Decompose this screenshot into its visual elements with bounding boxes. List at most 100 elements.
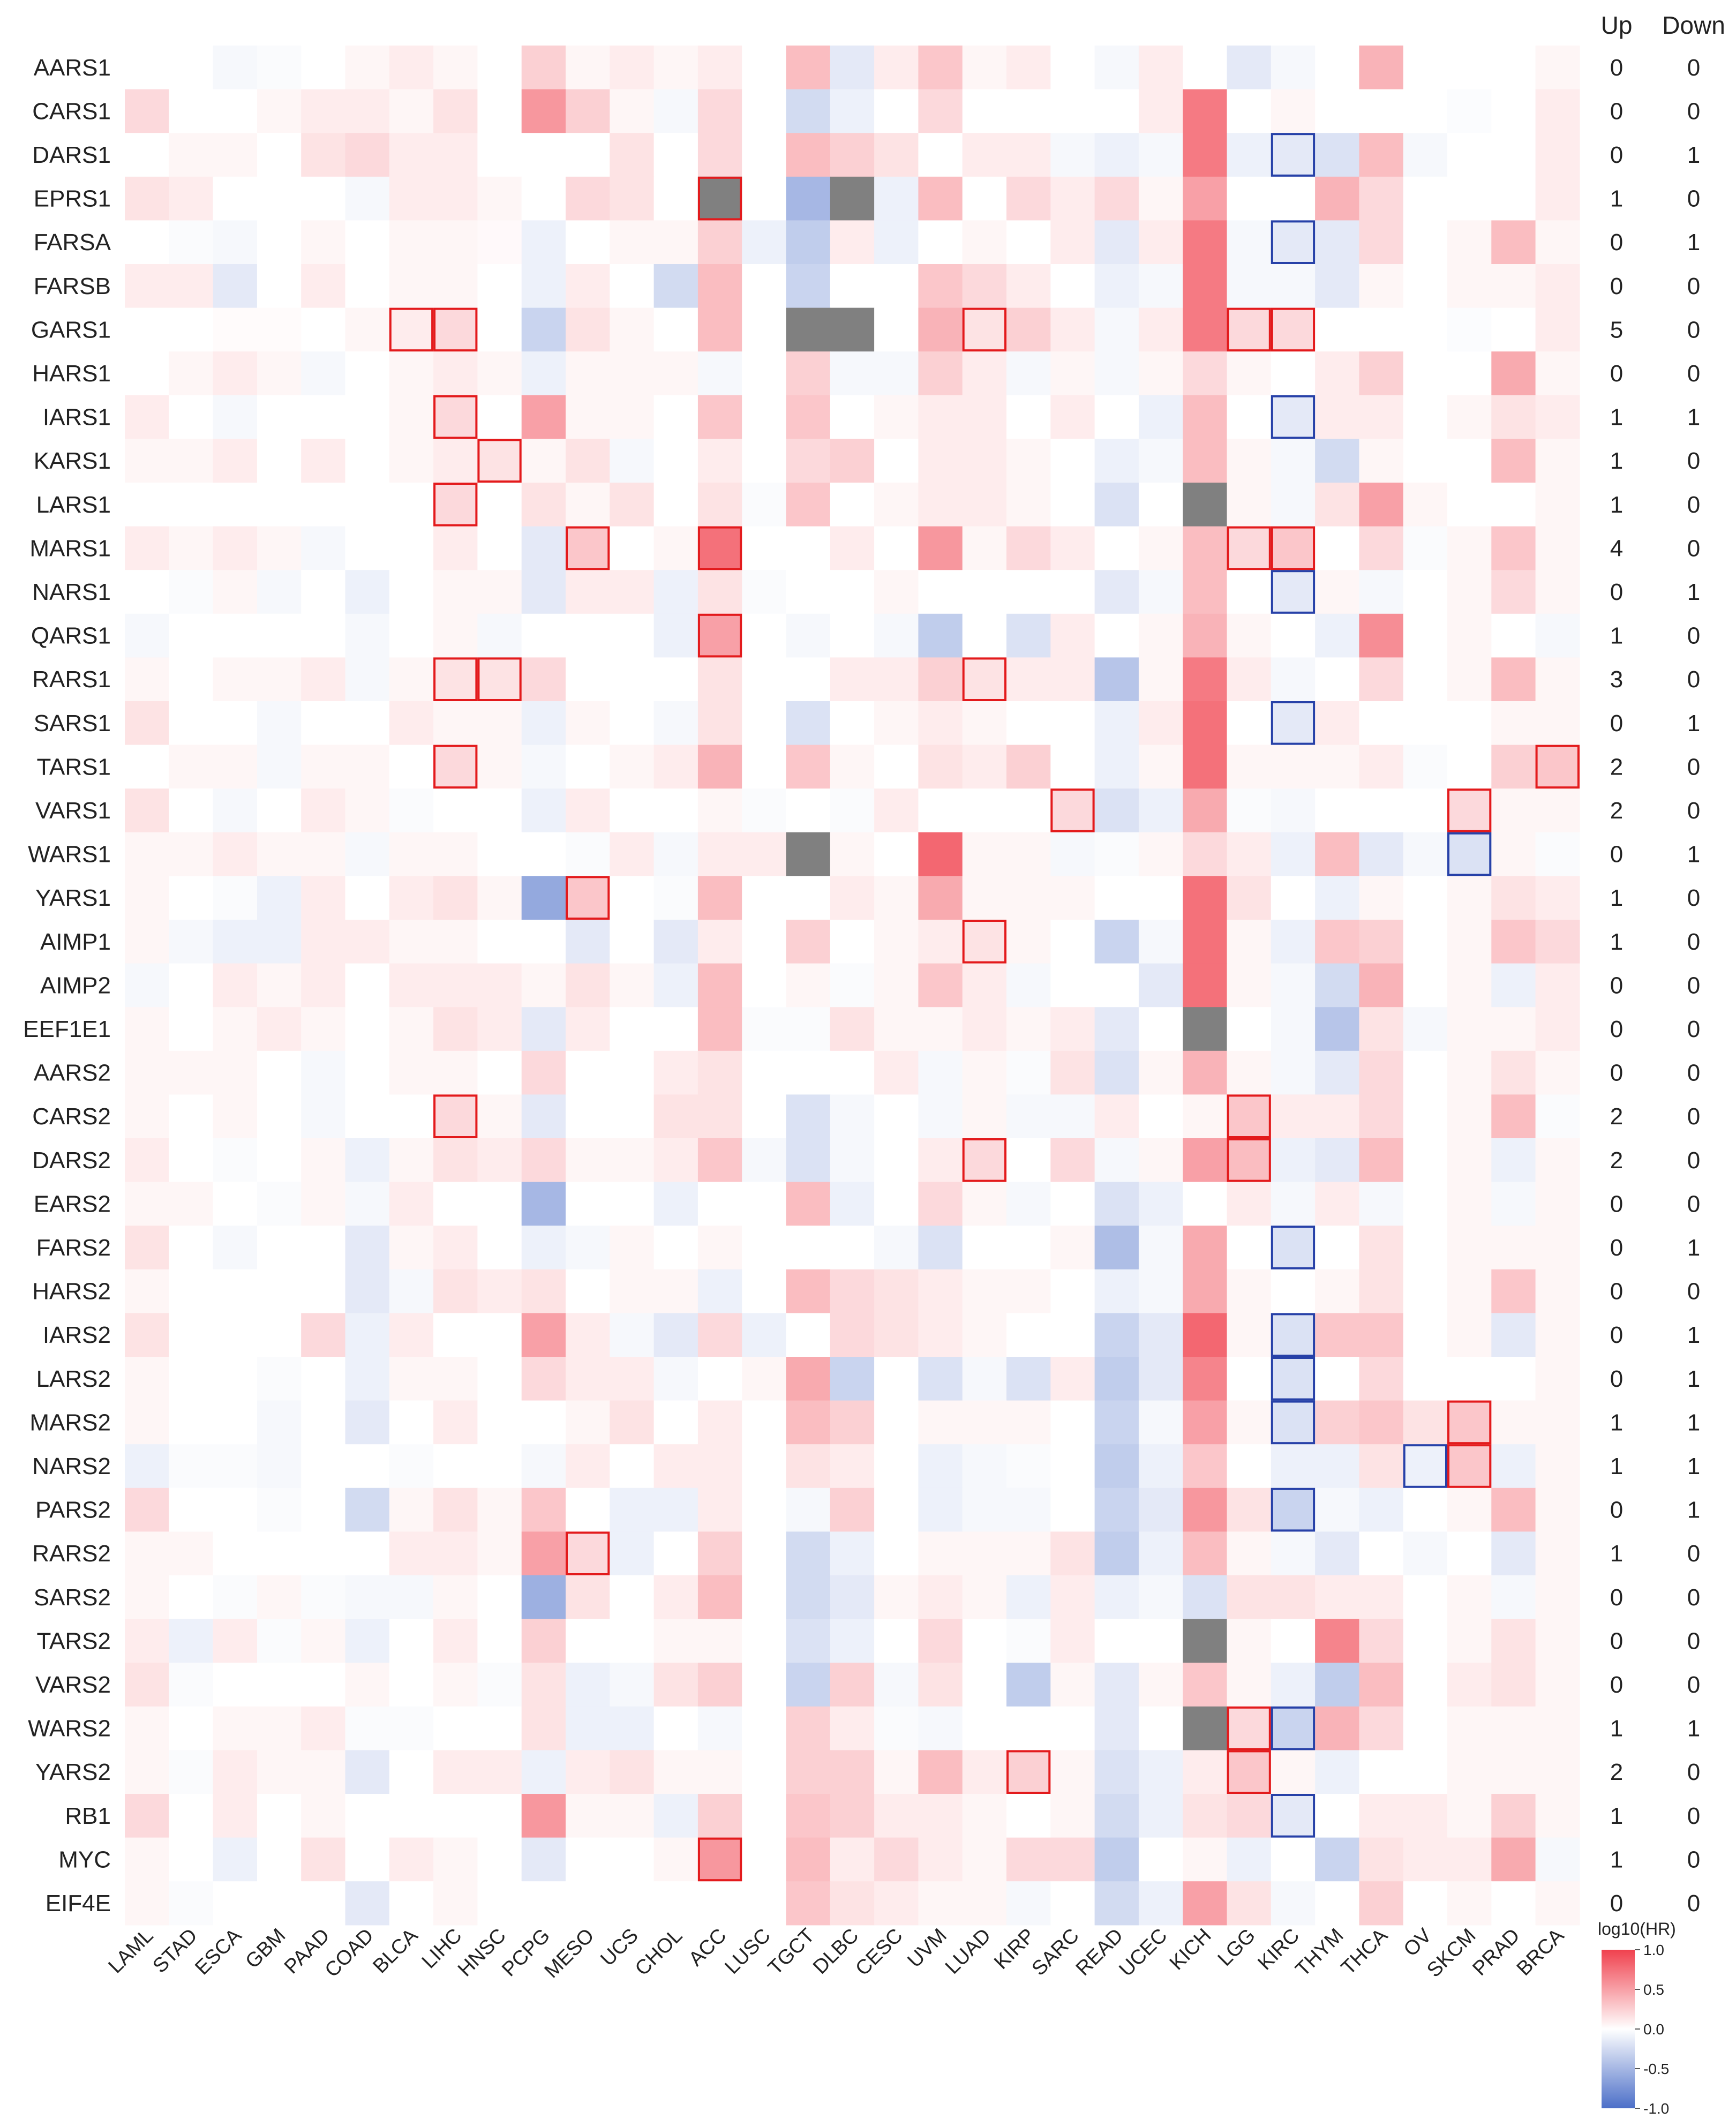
heatmap-cell-IARS2-PRAD: [1491, 1313, 1536, 1357]
heatmap-cell-TARS2-LAML: [125, 1619, 169, 1663]
heatmap-cell-RARS2-PCPG: [521, 1531, 566, 1576]
heatmap-cell-EARS2-HNSC: [477, 1182, 522, 1226]
heatmap-cell-SARS2-STAD: [169, 1575, 214, 1620]
heatmap-cell-MARS2-HNSC: [477, 1400, 522, 1445]
heatmap-cell-RARS1-TGCT: [786, 657, 831, 702]
heatmap-cell-HARS1-CHOL: [653, 351, 698, 396]
heatmap-cell-EPRS1-KIRP: [1006, 176, 1051, 221]
heatmap-cell-NARS1-PCPG: [521, 570, 566, 614]
heatmap-cell-AIMP1-ACC: [697, 920, 742, 964]
heatmap-cell-TARS1-UVM: [918, 745, 963, 789]
heatmap-cell-DARS1-PRAD: [1491, 133, 1536, 177]
heatmap-cell-IARS2-SARC: [1050, 1313, 1095, 1357]
heatmap-cell-MARS1-CESC: [874, 526, 919, 570]
heatmap-cell-NARS2-PAAD: [301, 1444, 346, 1489]
heatmap-cell-AARS2-LGG: [1227, 1050, 1272, 1095]
heatmap-cell-RARS2-UVM: [918, 1531, 963, 1576]
heatmap-cell-MARS1-LAML: [125, 526, 169, 570]
heatmap-cell-AIMP2-HNSC: [477, 963, 522, 1008]
heatmap-cell-RB1-HNSC: [477, 1794, 522, 1838]
heatmap-cell-NARS2-ACC: [697, 1444, 742, 1489]
heatmap-cell-KARS1-LUSC: [742, 439, 787, 483]
heatmap-cell-RARS1-PCPG: [521, 657, 566, 702]
down-count-LARS2: 1: [1687, 1366, 1700, 1392]
heatmap-cell-AARS1-LGG: [1227, 46, 1272, 90]
heatmap-cell-PARS2-READ: [1094, 1487, 1139, 1532]
heatmap-cell-RARS1-DLBC: [830, 657, 875, 702]
sig-up-outline-RARS1-LUAD: [962, 657, 1006, 702]
heatmap-cell-KARS1-GBM: [257, 439, 302, 483]
heatmap-cell-FARSA-THYM: [1315, 220, 1359, 265]
down-count-VARS2: 0: [1687, 1672, 1700, 1698]
heatmap-cell-FARSA-PCPG: [521, 220, 566, 265]
heatmap-cell-QARS1-HNSC: [477, 613, 522, 658]
heatmap-cell-WARS2-OV: [1403, 1706, 1448, 1750]
heatmap-cell-LARS2-KIRC: [1271, 1357, 1316, 1401]
heatmap-cell-VARS1-OV: [1403, 788, 1448, 833]
heatmap-cell-NARS1-SKCM: [1447, 570, 1492, 614]
heatmap-cell-MARS1-MESO: [566, 526, 610, 570]
heatmap-cell-RB1-UCEC: [1138, 1794, 1183, 1838]
heatmap-cell-SARS1-DLBC: [830, 701, 875, 746]
heatmap-cell-HARS2-SKCM: [1447, 1269, 1492, 1313]
heatmap-cell-TARS2-KIRC: [1271, 1619, 1316, 1663]
heatmap-cell-YARS1-DLBC: [830, 876, 875, 920]
heatmap-cell-AIMP1-SKCM: [1447, 920, 1492, 964]
heatmap-cell-DARS2-KIRC: [1271, 1138, 1316, 1183]
heatmap-cell-HARS1-UCS: [610, 351, 655, 396]
heatmap-cell-NARS2-OV: [1403, 1444, 1448, 1489]
heatmap-cell-AIMP1-LUSC: [742, 920, 787, 964]
heatmap-cell-WARS1-THCA: [1359, 832, 1404, 876]
colorbar-gradient: [1602, 1950, 1635, 2108]
heatmap-cell-VARS1-STAD: [169, 788, 214, 833]
heatmap-cell-SARS2-PAAD: [301, 1575, 346, 1620]
heatmap-cell-MARS2-CESC: [874, 1400, 919, 1445]
heatmap-cell-AIMP2-THYM: [1315, 963, 1359, 1008]
heatmap-cell-WARS2-BLCA: [389, 1706, 434, 1750]
heatmap-cell-LARS1-HNSC: [477, 483, 522, 527]
heatmap-cell-WARS2-BRCA: [1535, 1706, 1580, 1750]
heatmap-cell-EEF1E1-UVM: [918, 1007, 963, 1051]
heatmap-cell-MARS2-SKCM: [1447, 1400, 1492, 1445]
heatmap-cell-YARS1-UVM: [918, 876, 963, 920]
heatmap-cell-PARS2-MESO: [566, 1487, 610, 1532]
heatmap-cell-MARS1-LUSC: [742, 526, 787, 570]
heatmap-cell-LARS2-SARC: [1050, 1357, 1095, 1401]
heatmap-cell-PARS2-SKCM: [1447, 1487, 1492, 1532]
heatmap-cell-RARS1-UCS: [610, 657, 655, 702]
heatmap-cell-RARS1-KIRC: [1271, 657, 1316, 702]
heatmap-cell-AARS2-TGCT: [786, 1050, 831, 1095]
heatmap-cell-WARS2-PCPG: [521, 1706, 566, 1750]
heatmap-cell-QARS1-PRAD: [1491, 613, 1536, 658]
heatmap-cell-LARS1-READ: [1094, 483, 1139, 527]
heatmap-cell-RB1-PCPG: [521, 1794, 566, 1838]
heatmap-cell-MARS1-PRAD: [1491, 526, 1536, 570]
heatmap-cell-NARS1-HNSC: [477, 570, 522, 614]
heatmap-cell-CARS2-HNSC: [477, 1094, 522, 1139]
heatmap-cell-QARS1-BRCA: [1535, 613, 1580, 658]
heatmap-cell-NARS2-SKCM: [1447, 1444, 1492, 1489]
heatmap-cell-IARS1-CESC: [874, 395, 919, 439]
heatmap-cell-WARS1-LGG: [1227, 832, 1272, 876]
down-count-WARS2: 1: [1687, 1716, 1700, 1742]
heatmap-cell-SARS2-HNSC: [477, 1575, 522, 1620]
heatmap-cell-RARS2-TGCT: [786, 1531, 831, 1576]
sig-up-outline-NARS2-SKCM: [1447, 1444, 1492, 1488]
heatmap-cell-WARS2-DLBC: [830, 1706, 875, 1750]
heatmap-cell-VARS1-DLBC: [830, 788, 875, 833]
heatmap-cell-QARS1-LGG: [1227, 613, 1272, 658]
up-count-EIF4E: 0: [1610, 1890, 1623, 1917]
heatmap-cell-FARSA-BLCA: [389, 220, 434, 265]
heatmap-cell-CARS2-ACC: [697, 1094, 742, 1139]
heatmap-cell-RARS2-SARC: [1050, 1531, 1095, 1576]
heatmap-cell-YARS1-KICH: [1183, 876, 1228, 920]
heatmap-cell-CARS1-COAD: [345, 89, 390, 133]
heatmap-cell-EIF4E-LIHC: [433, 1881, 478, 1926]
heatmap-cell-HARS1-KIRC: [1271, 351, 1316, 396]
heatmap-cell-RARS2-SKCM: [1447, 1531, 1492, 1576]
heatmap-cell-HARS1-ACC: [697, 351, 742, 396]
heatmap-cell-RARS1-SKCM: [1447, 657, 1492, 702]
heatmap-cell-TARS2-ACC: [697, 1619, 742, 1663]
down-count-IARS2: 1: [1687, 1322, 1700, 1348]
sig-up-outline-QARS1-ACC: [697, 613, 742, 658]
